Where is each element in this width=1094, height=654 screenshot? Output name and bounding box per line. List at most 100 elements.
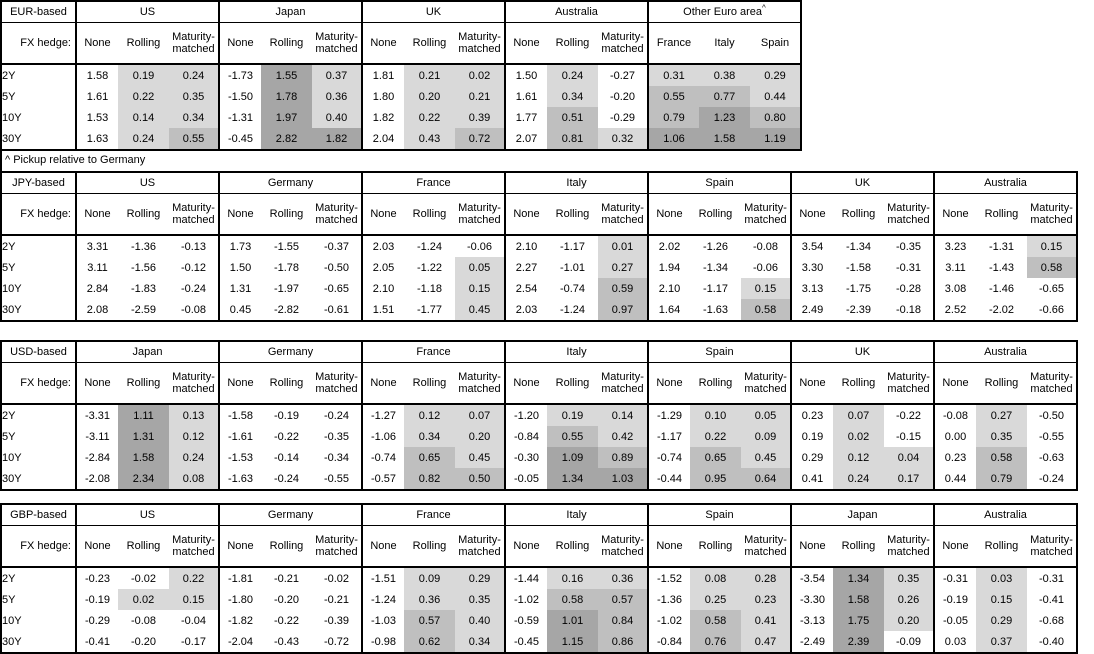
hedge-type-header: Maturity-matched [169, 22, 219, 65]
value-cell: 1.51 [361, 299, 404, 321]
hedge-type-header: None [933, 193, 976, 236]
value-cell: -1.01 [559, 261, 586, 274]
tenor-label: 30Y [1, 128, 77, 150]
value-cell: -0.08 [180, 303, 207, 316]
value-cell: 0.57 [598, 589, 648, 610]
value-cell: 1.03 [598, 468, 648, 490]
hedge-type-header: Rolling [547, 193, 598, 236]
value-cell: 0.35 [884, 567, 934, 589]
value-cell: -0.34 [323, 451, 350, 464]
value-cell: 2.03 [504, 299, 547, 321]
value-cell: -0.35 [895, 240, 922, 253]
value-cell: 0.07 [833, 404, 884, 426]
value-cell: 0.77 [699, 86, 750, 107]
value-cell: 0.45 [455, 299, 505, 321]
hedge-type-header: None [218, 22, 261, 65]
value-cell: 0.38 [699, 64, 750, 86]
value-cell: -0.20 [609, 90, 636, 103]
subheader-row: FX hedge: None Rolling Maturity-matched None… [1, 525, 1077, 568]
value-cell: -0.04 [180, 614, 207, 627]
country-header: France [361, 341, 505, 363]
value-cell: -0.59 [504, 610, 547, 631]
value-cell: -0.39 [323, 614, 350, 627]
value-cell: -0.08 [933, 404, 976, 426]
value-cell: 0.10 [690, 404, 741, 426]
value-cell: 2.52 [933, 299, 976, 321]
value-cell: 0.24 [547, 64, 598, 86]
section-label: GBP-based [1, 504, 77, 526]
gbp-table: GBP-based US Germany France Italy Spain Japan A… [0, 503, 1078, 654]
value-cell: 0.59 [598, 278, 648, 299]
value-cell: 2.10 [361, 278, 404, 299]
usd-based-section: USD-based Japan Germany France Italy Spain UK A… [0, 340, 1094, 491]
tenor-label: 5Y [1, 589, 77, 610]
hedge-type-header: Maturity-matched [741, 193, 791, 236]
value-cell: -0.24 [1038, 472, 1065, 485]
value-cell: -0.43 [273, 635, 300, 648]
value-cell: -2.04 [218, 631, 261, 653]
value-cell: 2.03 [361, 235, 404, 257]
value-cell: 2.10 [504, 235, 547, 257]
value-cell: -0.22 [273, 614, 300, 627]
tenor-label: 10Y [1, 107, 77, 128]
value-cell: 0.02 [118, 589, 169, 610]
value-cell: 0.03 [976, 567, 1027, 589]
value-cell: 0.72 [455, 128, 505, 150]
tenor-row: 10Y -0.29 -0.08 -0.04 -1.82 -0.22 -0.39 -1.03 0.… [1, 610, 1077, 631]
value-cell: 0.65 [690, 447, 741, 468]
value-cell: 0.79 [647, 107, 699, 128]
value-cell: 1.61 [75, 86, 118, 107]
value-cell: 0.14 [598, 404, 648, 426]
value-cell: 0.12 [833, 447, 884, 468]
value-cell: 0.21 [404, 64, 455, 86]
value-cell: 0.17 [884, 468, 934, 490]
jpy-table: JPY-based US Germany France Italy Spain UK Aust… [0, 171, 1078, 322]
value-cell: 1.82 [361, 107, 404, 128]
value-cell: 1.97 [261, 107, 312, 128]
value-cell: 3.30 [790, 257, 833, 278]
value-cell: 2.54 [504, 278, 547, 299]
hedge-type-header: Maturity-matched [1027, 193, 1077, 236]
value-cell: -1.02 [504, 589, 547, 610]
country-header: Germany [218, 172, 362, 194]
value-cell: -0.84 [647, 631, 690, 653]
header-row: USD-based Japan Germany France Italy Spain UK A… [1, 341, 1077, 363]
hedge-type-header: None [647, 193, 690, 236]
value-cell: 0.55 [547, 426, 598, 447]
value-cell: 0.55 [169, 128, 219, 150]
value-cell: 0.36 [598, 567, 648, 589]
value-cell: 0.20 [404, 86, 455, 107]
value-cell: 1.63 [75, 128, 118, 150]
tenor-label: 5Y [1, 86, 77, 107]
value-cell: 0.36 [312, 86, 362, 107]
value-cell: -0.63 [1038, 451, 1065, 464]
value-cell: 0.58 [1027, 257, 1077, 278]
value-cell: 0.34 [404, 426, 455, 447]
value-cell: 0.50 [455, 468, 505, 490]
value-cell: 0.81 [547, 128, 598, 150]
value-cell: 1.31 [118, 426, 169, 447]
eur-based-section: EUR-based US Japan UK Australia Other Euro ar… [0, 0, 1094, 151]
hedge-type-header: None [361, 525, 404, 568]
tenor-row: 30Y -0.41 -0.20 -0.17 -2.04 -0.43 -0.72 -0.98 0.… [1, 631, 1077, 653]
hedge-type-header: Rolling [547, 525, 598, 568]
value-cell: -1.17 [702, 282, 729, 295]
value-cell: 0.23 [741, 589, 791, 610]
hedge-type-header: Maturity-matched [312, 193, 362, 236]
value-cell: -0.45 [504, 631, 547, 653]
tenor-row: 5Y 3.11 -1.56 -0.12 1.50 -1.78 -0.50 2.05 -1.22 0… [1, 257, 1077, 278]
hedge-type-header: Rolling [833, 525, 884, 568]
hedge-type-header: Maturity-matched [312, 362, 362, 405]
value-cell: -1.73 [218, 64, 261, 86]
value-cell: -1.43 [988, 261, 1015, 274]
value-cell: 1.58 [75, 64, 118, 86]
hedge-type-header: Maturity-matched [884, 193, 934, 236]
tenor-row: 30Y 1.63 0.24 0.55 -0.45 2.82 1.82 2.04 0.43 0.72… [1, 128, 801, 150]
value-cell: 2.84 [75, 278, 118, 299]
value-cell: -0.74 [361, 447, 404, 468]
value-cell: -0.41 [1038, 593, 1065, 606]
value-cell: -2.82 [273, 303, 300, 316]
value-cell: -1.31 [218, 107, 261, 128]
value-cell: 0.19 [547, 404, 598, 426]
value-cell: -2.49 [790, 631, 833, 653]
